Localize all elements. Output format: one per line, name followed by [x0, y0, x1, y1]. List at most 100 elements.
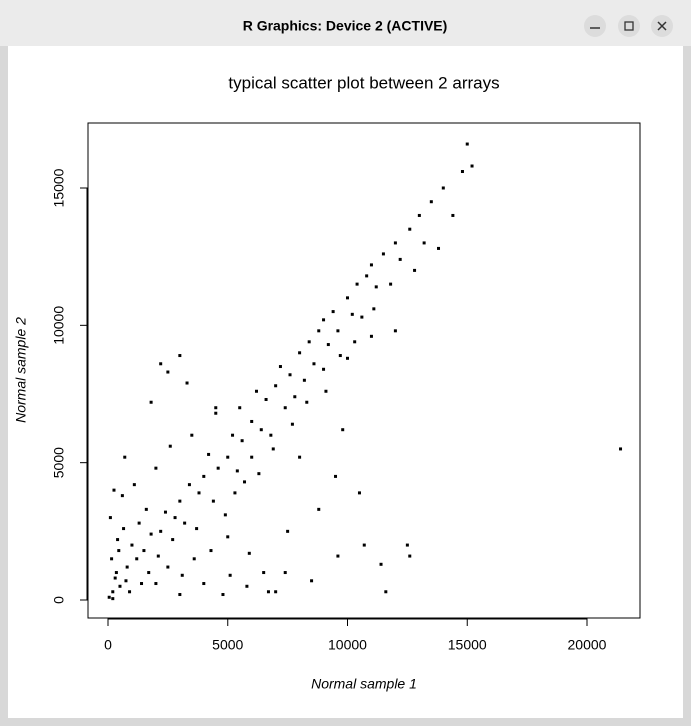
- minimize-button[interactable]: [584, 15, 606, 37]
- point: [202, 474, 206, 478]
- point: [221, 593, 225, 597]
- point: [283, 571, 287, 575]
- point: [114, 571, 118, 575]
- point: [216, 466, 220, 470]
- point: [283, 406, 287, 410]
- point: [235, 469, 239, 473]
- point: [441, 186, 445, 190]
- point: [322, 367, 326, 371]
- point: [178, 354, 182, 358]
- point: [178, 499, 182, 503]
- point: [168, 444, 172, 448]
- y-tick-label: 5000: [51, 447, 67, 478]
- point: [341, 428, 345, 432]
- point: [365, 274, 369, 278]
- point: [247, 551, 251, 555]
- point: [317, 507, 321, 511]
- point: [250, 455, 254, 459]
- close-button[interactable]: [651, 15, 673, 37]
- point: [238, 406, 242, 410]
- point: [122, 527, 126, 531]
- point: [398, 257, 402, 261]
- point: [183, 521, 187, 525]
- point: [310, 579, 314, 583]
- point: [271, 447, 275, 451]
- point: [417, 213, 421, 217]
- point: [135, 557, 139, 561]
- point: [223, 513, 227, 517]
- point: [293, 395, 297, 399]
- point: [465, 142, 469, 146]
- x-tick-label: 0: [104, 637, 112, 653]
- point: [381, 252, 385, 256]
- point: [393, 241, 397, 245]
- point: [226, 535, 230, 539]
- point: [166, 565, 170, 569]
- point: [384, 590, 388, 594]
- point: [331, 310, 335, 314]
- x-tick-label: 20000: [568, 637, 607, 653]
- point: [298, 455, 302, 459]
- point: [142, 549, 146, 553]
- point: [163, 510, 167, 514]
- point: [460, 170, 464, 174]
- point: [243, 480, 247, 484]
- point: [108, 516, 112, 520]
- point: [362, 543, 366, 547]
- y-tick-label: 15000: [51, 168, 67, 207]
- point: [305, 400, 309, 404]
- point: [437, 246, 441, 250]
- point: [408, 554, 412, 558]
- chart-title: typical scatter plot between 2 arrays: [228, 73, 499, 92]
- point: [180, 573, 184, 577]
- point: [154, 582, 158, 586]
- point: [264, 397, 268, 401]
- maximize-button[interactable]: [618, 15, 640, 37]
- point: [211, 499, 215, 503]
- point: [369, 334, 373, 338]
- point: [110, 557, 114, 561]
- point: [422, 241, 426, 245]
- window-title: R Graphics: Device 2 (ACTIVE): [243, 18, 448, 34]
- point: [137, 521, 141, 525]
- x-tick-label: 5000: [212, 637, 243, 653]
- point: [334, 474, 338, 478]
- plot-canvas: [8, 46, 683, 718]
- x-tick-label: 10000: [328, 637, 367, 653]
- point: [302, 378, 306, 382]
- point: [228, 573, 232, 577]
- point: [120, 494, 124, 498]
- point: [389, 282, 393, 286]
- point: [259, 428, 263, 432]
- point: [405, 543, 409, 547]
- x-axis-label: Normal sample 1: [311, 676, 417, 692]
- point: [286, 529, 290, 533]
- point: [254, 389, 258, 393]
- point: [470, 164, 474, 168]
- point: [231, 433, 235, 437]
- point: [240, 439, 244, 443]
- point: [144, 507, 148, 511]
- point: [355, 282, 359, 286]
- point: [202, 582, 206, 586]
- point: [307, 340, 311, 344]
- point: [298, 351, 302, 355]
- point: [185, 381, 189, 385]
- point: [156, 554, 160, 558]
- point: [192, 557, 196, 561]
- point: [369, 263, 373, 267]
- point: [159, 529, 163, 533]
- plot-box: [87, 122, 641, 619]
- point: [116, 538, 120, 542]
- point: [226, 455, 230, 459]
- point: [269, 433, 273, 437]
- point: [336, 554, 340, 558]
- point: [147, 571, 151, 575]
- point: [278, 365, 282, 369]
- point: [187, 483, 191, 487]
- point: [233, 491, 237, 495]
- point: [262, 571, 266, 575]
- point: [379, 562, 383, 566]
- point: [214, 411, 218, 415]
